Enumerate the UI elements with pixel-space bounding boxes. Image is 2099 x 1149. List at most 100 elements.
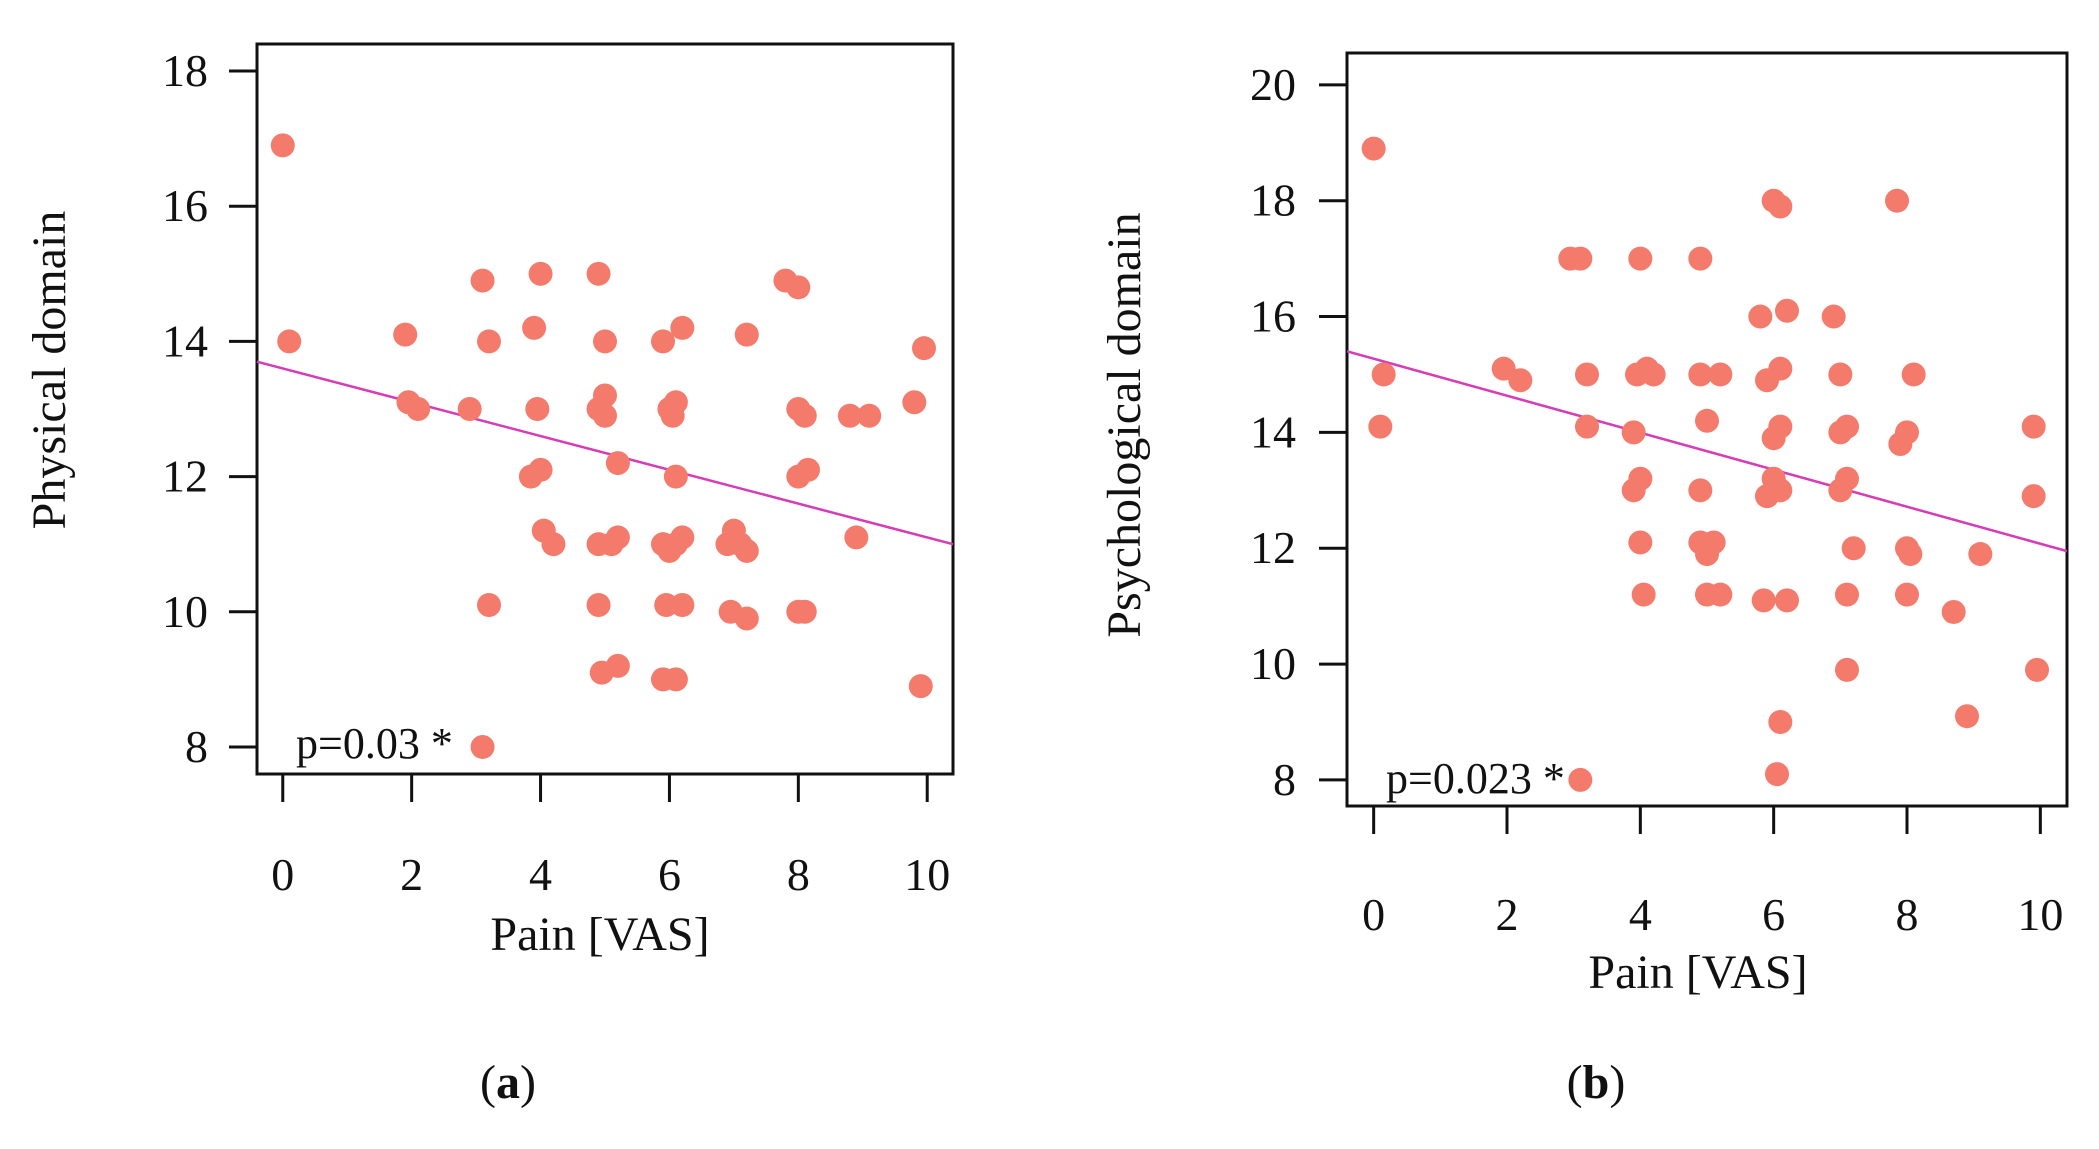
data-point [663, 464, 688, 489]
data-point [1575, 362, 1599, 387]
x-tick-label: 6 [1762, 889, 1785, 940]
data-point [477, 593, 501, 618]
trend-line-a [256, 360, 954, 546]
y-tick-label: 18 [1250, 175, 1296, 226]
data-point [593, 383, 617, 408]
data-point [1708, 362, 1733, 387]
data-point [792, 403, 817, 428]
y-tick-label: 10 [1250, 638, 1296, 689]
data-point [660, 403, 685, 428]
x-axis-title-a: Pain [VAS] [490, 908, 709, 961]
data-point [734, 606, 759, 631]
data-point [1751, 588, 1776, 613]
y-tick-label: 16 [162, 180, 208, 231]
data-point [270, 133, 295, 158]
y-tick-label: 12 [1250, 522, 1296, 573]
data-point [1765, 762, 1789, 787]
panel-b: 8 10 12 14 16 18 20 0 2 4 6 8 10 p=0.023 * Pain [VA… [1098, 51, 2069, 1109]
y-tick-label: 18 [162, 45, 208, 96]
data-point [1631, 582, 1656, 607]
x-tick-label: 4 [1629, 889, 1652, 940]
data-point [593, 329, 617, 354]
p-value-annotation-b: p=0.023 * [1386, 754, 1565, 803]
data-point [837, 403, 862, 428]
data-point [1371, 362, 1396, 387]
data-point [1361, 136, 1386, 161]
y-axis-title-b: Psychological domain [1098, 212, 1151, 637]
data-point [528, 261, 553, 286]
data-point [1768, 710, 1793, 735]
y-axis-title-a: Physical domain [23, 211, 76, 530]
data-point [1568, 767, 1593, 792]
x-tick-label: 10 [2017, 889, 2063, 940]
data-point [1695, 408, 1719, 433]
data-point [1775, 588, 1799, 613]
data-point [902, 390, 927, 415]
points-a [270, 133, 936, 759]
y-tick-label: 8 [1273, 754, 1296, 805]
data-point [1941, 599, 1966, 624]
data-point [1628, 246, 1653, 271]
data-point [908, 674, 933, 699]
data-point [1968, 542, 1993, 567]
data-point [541, 532, 566, 557]
data-point [1628, 530, 1653, 555]
data-point [1688, 362, 1713, 387]
data-point [1508, 368, 1533, 393]
data-point [663, 667, 688, 692]
plot-frame-b [1345, 51, 2069, 808]
data-point [1901, 362, 1926, 387]
data-point [1775, 298, 1799, 323]
x-axis-ticks-a: 0 2 4 6 8 10 [271, 774, 950, 900]
data-point [605, 525, 630, 550]
data-point [670, 593, 695, 618]
y-tick-label: 12 [162, 451, 208, 502]
plot-frame-a [255, 42, 955, 776]
y-axis-ticks-a: 8 10 12 14 16 18 [162, 45, 257, 772]
x-tick-label: 10 [904, 849, 950, 900]
data-point [1888, 431, 1913, 456]
data-point [457, 397, 482, 421]
data-point [786, 275, 811, 300]
data-point [792, 599, 817, 624]
data-point [1835, 466, 1859, 491]
y-tick-label: 10 [162, 586, 208, 637]
data-point [605, 653, 630, 678]
x-tick-label: 8 [787, 849, 810, 900]
data-point [651, 329, 675, 354]
data-point [1821, 304, 1846, 329]
x-axis-title-b: Pain [VAS] [1588, 946, 1807, 999]
data-point [1368, 414, 1393, 439]
data-point [1491, 356, 1516, 381]
data-point [1885, 188, 1909, 213]
data-point [1761, 426, 1786, 451]
data-point [396, 390, 421, 415]
data-point [912, 336, 936, 361]
data-point [670, 315, 695, 340]
trend-line-b [1346, 350, 2068, 553]
x-tick-label: 6 [658, 849, 681, 900]
panel-caption-a: (a) [480, 1056, 536, 1109]
data-point [1841, 536, 1866, 561]
data-point [593, 403, 617, 428]
y-tick-label: 20 [1250, 59, 1296, 110]
data-point [1761, 466, 1786, 491]
data-point [586, 261, 611, 286]
y-tick-label: 16 [1250, 291, 1296, 342]
p-value-annotation-a: p=0.03 * [296, 719, 453, 768]
data-point [2025, 657, 2049, 682]
data-point [2021, 414, 2046, 439]
data-point [1688, 478, 1713, 503]
data-point [470, 734, 495, 759]
data-point [1688, 246, 1713, 271]
panel-caption-b: (b) [1567, 1056, 1626, 1109]
data-point [605, 451, 630, 476]
data-point [393, 322, 418, 347]
y-axis-ticks-b: 8 10 12 14 16 18 20 [1250, 59, 1347, 805]
y-tick-label: 8 [185, 721, 208, 772]
data-point [734, 322, 759, 347]
x-tick-label: 0 [271, 849, 294, 900]
x-tick-label: 8 [1896, 889, 1919, 940]
data-point [525, 397, 550, 421]
